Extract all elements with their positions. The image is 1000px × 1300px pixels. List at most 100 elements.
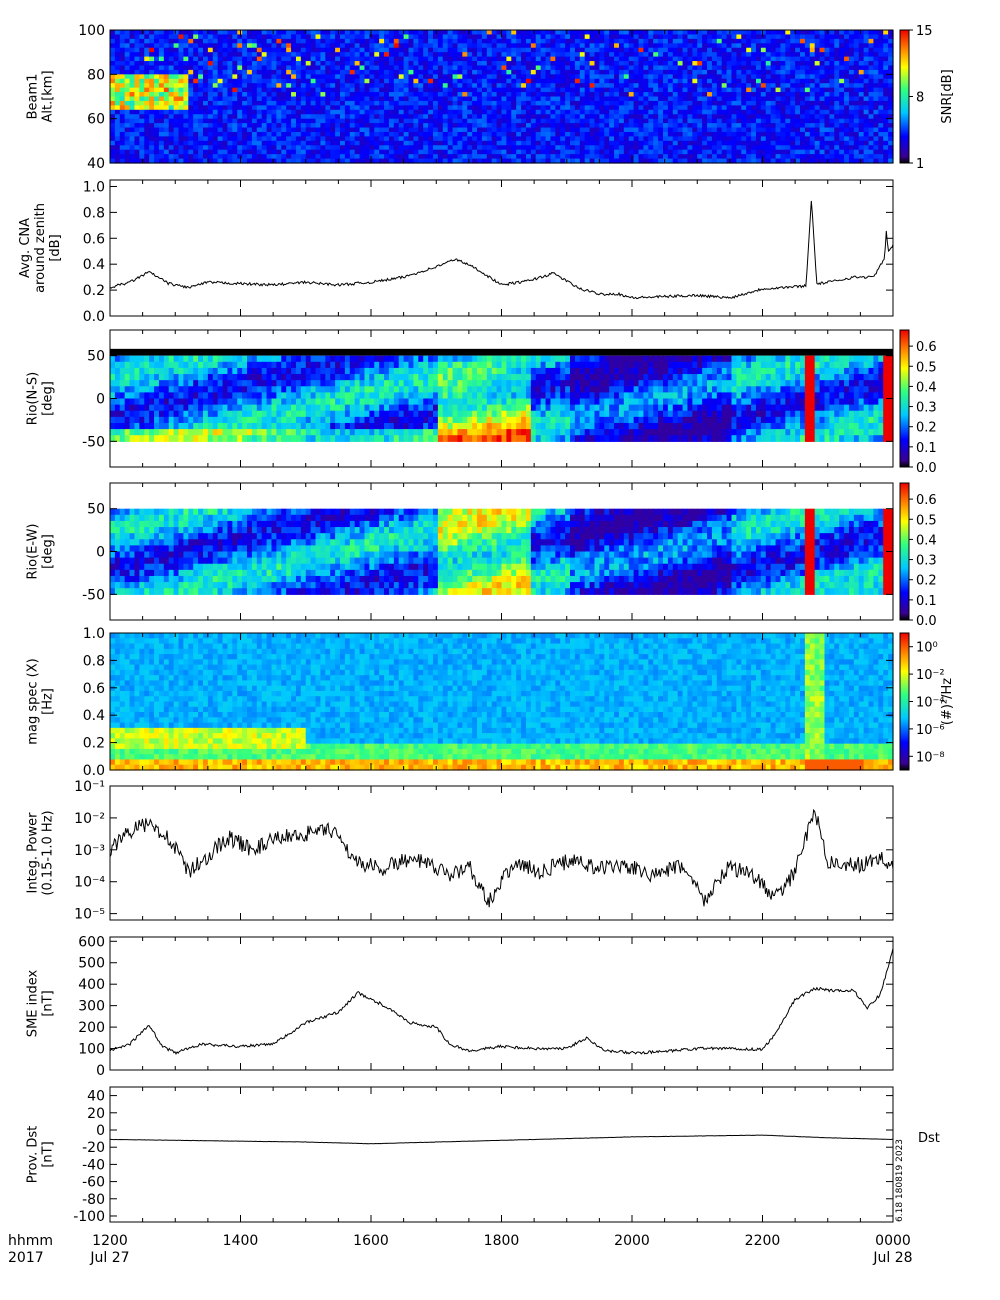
heatmap-cell — [144, 69, 150, 75]
heatmap-cell — [662, 100, 669, 106]
heatmap-cell — [432, 154, 439, 160]
heatmap-cell — [408, 149, 415, 155]
heatmap-cell — [486, 140, 493, 146]
heatmap-cell — [658, 96, 664, 102]
heatmap-cell — [501, 47, 507, 53]
heatmap-cell — [149, 61, 155, 67]
heatmap-cell — [325, 100, 331, 106]
heatmap-cell — [344, 74, 351, 80]
heatmap-cell — [154, 123, 160, 129]
heatmap-cell — [814, 114, 821, 120]
heatmap-cell — [687, 47, 693, 53]
heatmap-cell — [844, 109, 850, 115]
heatmap-cell — [379, 61, 385, 67]
heatmap-cell — [124, 92, 131, 98]
heatmap-cell — [300, 83, 307, 89]
heatmap-cell — [540, 154, 547, 160]
heatmap-cell — [574, 109, 581, 115]
heatmap-cell — [403, 140, 410, 146]
heatmap-cell — [746, 114, 752, 120]
heatmap-cell — [432, 149, 439, 155]
heatmap-cell — [472, 131, 478, 137]
heatmap-cell — [276, 56, 282, 62]
heatmap-cell — [570, 149, 576, 155]
heatmap-cell — [511, 69, 517, 75]
heatmap-cell — [726, 149, 733, 155]
heatmap-cell — [633, 127, 640, 133]
heatmap-cell — [393, 140, 400, 146]
heatmap-cell — [511, 114, 517, 120]
heatmap-cell — [873, 123, 879, 129]
heatmap-cell — [839, 83, 845, 89]
heatmap-cell — [310, 100, 317, 106]
heatmap-cell — [423, 47, 429, 53]
heatmap-cell — [423, 140, 429, 146]
heatmap-cell — [574, 52, 581, 58]
heatmap-cell — [731, 34, 737, 40]
heatmap-cell — [432, 92, 439, 98]
heatmap-cell — [736, 34, 742, 40]
heatmap-cell — [751, 52, 757, 58]
heatmap-cell — [384, 100, 390, 106]
heatmap-cell — [809, 30, 816, 36]
heatmap-cell — [736, 78, 742, 84]
heatmap-cell — [623, 136, 630, 142]
heatmap-cell — [134, 34, 140, 40]
heatmap-cell — [888, 109, 894, 115]
heatmap-cell — [692, 131, 698, 137]
heatmap-cell — [286, 47, 292, 53]
heatmap-cell — [721, 92, 728, 98]
heatmap-cell — [511, 118, 517, 124]
heatmap-cell — [653, 61, 659, 67]
heatmap-cell — [736, 123, 742, 129]
heatmap-cell — [232, 69, 238, 75]
heatmap-cell — [785, 136, 791, 142]
heatmap-cell — [310, 127, 317, 133]
heatmap-cell — [623, 38, 630, 44]
heatmap-cell — [119, 386, 126, 393]
heatmap-cell — [139, 52, 145, 58]
heatmap-cell — [604, 61, 610, 67]
heatmap-cell — [442, 127, 449, 133]
heatmap-cell — [462, 83, 468, 89]
heatmap-cell — [198, 136, 204, 142]
heatmap-cell — [276, 131, 282, 137]
heatmap-cell — [276, 43, 282, 49]
heatmap-cell — [800, 140, 806, 146]
heatmap-cell — [819, 109, 826, 115]
heatmap-cell — [188, 56, 194, 62]
heatmap-cell — [183, 123, 189, 129]
heatmap-cell — [535, 43, 542, 49]
heatmap-cell — [242, 96, 248, 102]
heatmap-cell — [711, 100, 718, 106]
heatmap-cell — [114, 74, 121, 80]
heatmap-cell — [491, 145, 498, 151]
heatmap-cell — [256, 149, 263, 155]
heatmap-cell — [677, 131, 684, 137]
heatmap-cell — [173, 74, 180, 80]
heatmap-cell — [305, 127, 312, 133]
heatmap-cell — [530, 47, 537, 53]
heatmap-cell — [804, 83, 811, 89]
heatmap-cell — [780, 78, 786, 84]
heatmap-cell — [462, 100, 468, 106]
heatmap-cell — [628, 149, 635, 155]
heatmap-cell — [222, 38, 229, 44]
heatmap-cell — [193, 69, 199, 75]
heatmap-cell — [325, 61, 331, 67]
heatmap-cell — [315, 127, 322, 133]
heatmap-cell — [457, 38, 463, 44]
heatmap-cell — [844, 38, 850, 44]
heatmap-cell — [183, 131, 189, 137]
heatmap-cell — [144, 38, 150, 44]
heatmap-cell — [139, 127, 145, 133]
heatmap-cell — [149, 154, 155, 160]
heatmap-cell — [359, 83, 366, 89]
heatmap-cell — [545, 158, 552, 164]
heatmap-cell — [330, 52, 336, 58]
heatmap-cell — [281, 136, 287, 142]
heatmap-cell — [501, 158, 507, 164]
heatmap-cell — [692, 34, 698, 40]
heatmap-cell — [256, 43, 263, 49]
heatmap-cell — [344, 92, 351, 98]
